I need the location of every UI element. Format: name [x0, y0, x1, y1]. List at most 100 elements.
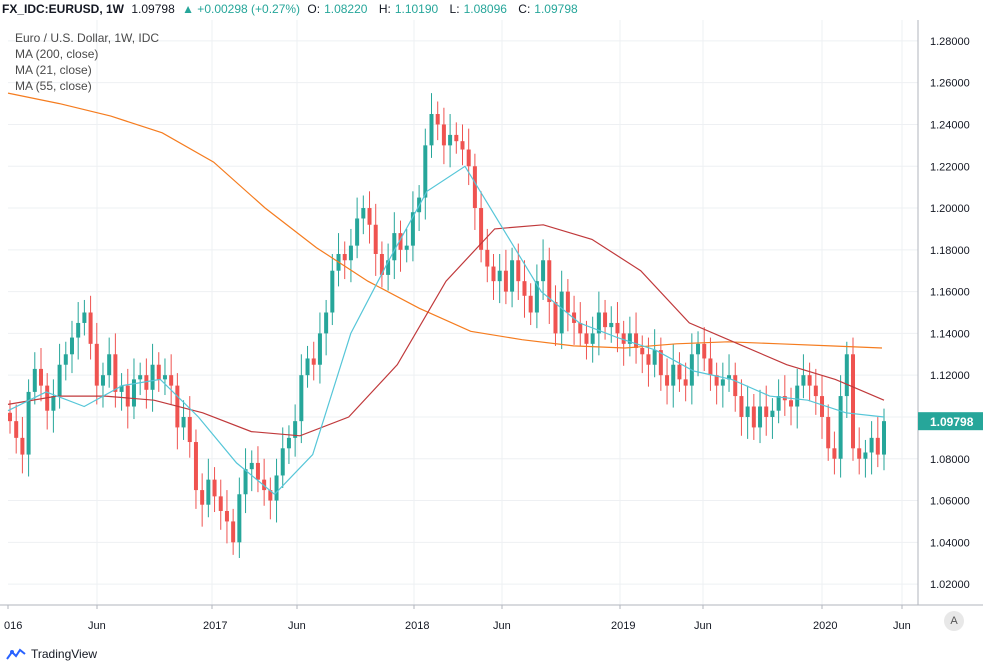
candle: [776, 379, 781, 424]
candle-body: [708, 358, 713, 376]
candle-body: [249, 462, 254, 470]
high-value: 1.10190: [394, 2, 439, 16]
candle-body: [696, 343, 701, 355]
candle-body: [8, 412, 12, 422]
candle-body: [32, 368, 37, 392]
y-tick-label: 1.12000: [930, 370, 970, 382]
candle: [138, 362, 143, 396]
candle: [280, 427, 285, 488]
candle-body: [764, 406, 769, 417]
candle: [658, 337, 663, 391]
candle-body: [435, 114, 440, 125]
candle: [683, 362, 688, 402]
candle-body: [342, 254, 347, 261]
y-tick-label: 1.14000: [930, 328, 970, 340]
candle-body: [454, 134, 459, 142]
x-tick-label: 2019: [611, 620, 635, 632]
chart-header: FX_IDC:EURUSD, 1W 1.09798 ▲ +0.00298 (+0…: [2, 1, 902, 17]
candle: [441, 107, 446, 165]
candle: [720, 362, 725, 408]
candle-body: [373, 224, 378, 254]
candle: [435, 101, 440, 141]
candle: [125, 368, 130, 429]
candle-body: [398, 233, 403, 250]
candle: [156, 352, 161, 392]
candle-body: [410, 212, 415, 246]
y-tick-label: 1.22000: [930, 161, 970, 173]
candle: [739, 379, 744, 436]
candle: [268, 477, 273, 520]
candle: [404, 228, 409, 263]
x-tick-label: 2020: [813, 620, 837, 632]
legend-title[interactable]: Euro / U.S. Dollar, 1W, IDC: [15, 31, 160, 45]
candle: [392, 212, 397, 280]
open-label: O:: [307, 2, 321, 16]
candle-body: [324, 312, 329, 334]
candle: [423, 128, 428, 220]
auto-scale-button[interactable]: A: [944, 611, 964, 631]
candle: [231, 508, 236, 555]
legend-ma200[interactable]: MA (200, close): [15, 47, 99, 61]
candle: [782, 375, 787, 416]
candle-body: [838, 396, 843, 459]
footer-brand[interactable]: TradingView: [6, 646, 97, 662]
candle-body: [640, 348, 645, 355]
candle: [224, 490, 229, 544]
candle: [541, 239, 546, 300]
candle-body: [789, 400, 794, 407]
candle: [255, 446, 260, 493]
candle-body: [63, 354, 68, 365]
candle: [627, 316, 632, 357]
candle: [547, 247, 552, 324]
candle-body: [603, 312, 608, 328]
candle-body: [348, 245, 353, 261]
candle-body: [479, 208, 484, 250]
candle-body: [869, 437, 874, 453]
candle-body: [100, 375, 105, 386]
candle-body: [615, 322, 620, 334]
candle: [640, 335, 645, 374]
candle: [844, 341, 849, 419]
candle: [590, 316, 595, 363]
candle: [429, 93, 434, 158]
candle-body: [69, 337, 74, 355]
candle: [237, 477, 242, 558]
candle-body: [392, 233, 397, 261]
candle: [491, 254, 496, 300]
candle-body: [429, 114, 434, 146]
candle: [342, 241, 347, 280]
candle: [764, 385, 769, 436]
candle-body: [162, 375, 167, 380]
candlestick-series: [8, 93, 886, 558]
candle-body: [677, 364, 682, 380]
candle: [262, 458, 267, 506]
legend-ma21[interactable]: MA (21, close): [15, 63, 92, 77]
candle: [379, 241, 384, 288]
candle: [367, 191, 372, 244]
candle: [32, 352, 37, 405]
candle: [572, 295, 577, 345]
candle: [863, 439, 868, 478]
candle: [460, 124, 465, 166]
candle-body: [150, 364, 155, 390]
candle: [702, 327, 707, 371]
candle-body: [751, 406, 756, 428]
candle: [212, 467, 217, 513]
candle-body: [547, 260, 552, 303]
candle-body: [590, 333, 595, 344]
candle: [851, 337, 856, 461]
candle: [528, 283, 533, 326]
ma55-line: [7, 224, 885, 437]
candle: [646, 337, 651, 387]
candle-body: [274, 475, 279, 501]
legend-ma55[interactable]: MA (55, close): [15, 79, 92, 93]
candle-body: [485, 249, 490, 267]
candle: [398, 220, 403, 272]
candle-body: [131, 379, 136, 407]
y-tick-label: 1.24000: [930, 119, 970, 131]
candle-body: [851, 354, 856, 449]
candle: [193, 429, 198, 509]
candle-body: [739, 396, 744, 417]
ma200-line: [7, 92, 883, 349]
